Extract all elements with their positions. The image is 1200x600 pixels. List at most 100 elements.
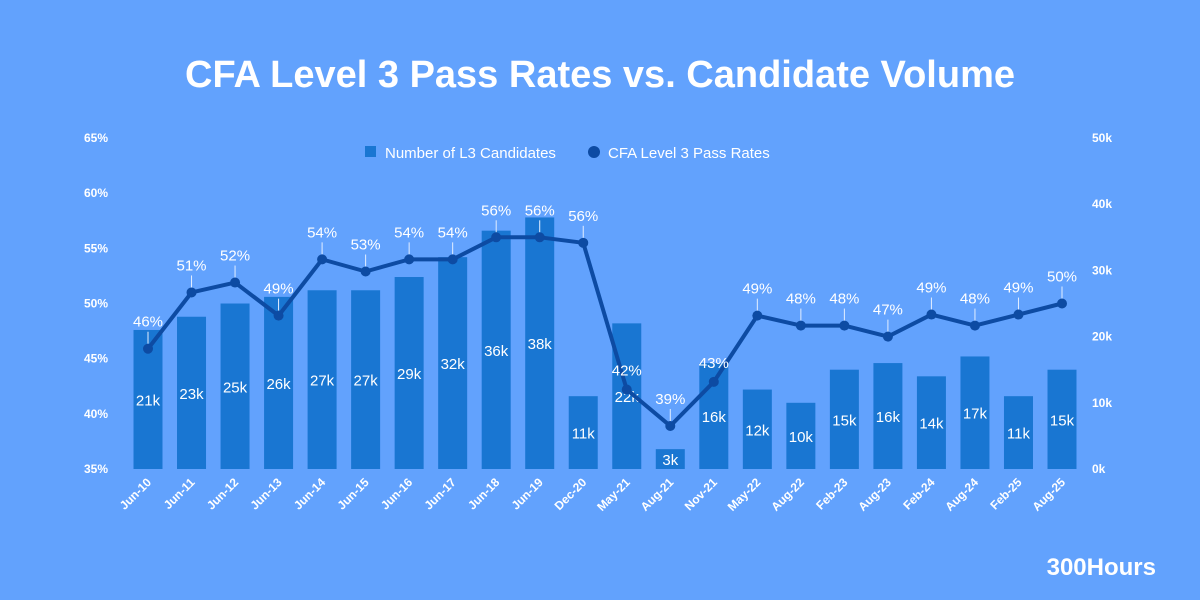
pass-rate-label: 43% bbox=[699, 355, 729, 372]
x-axis-tick: Aug-24 bbox=[942, 475, 981, 514]
pass-rate-label: 48% bbox=[960, 291, 990, 308]
bar-label: 25k bbox=[223, 379, 248, 396]
x-axis-tick: Jun-12 bbox=[204, 475, 241, 512]
pass-rate-point bbox=[752, 310, 763, 321]
bar bbox=[177, 316, 207, 469]
right-axis-tick: 20k bbox=[1092, 330, 1112, 344]
x-axis-tick: Nov-21 bbox=[682, 475, 720, 513]
bar bbox=[220, 303, 250, 469]
pass-rate-label: 56% bbox=[568, 208, 598, 225]
bar bbox=[916, 376, 946, 469]
bar-label: 27k bbox=[310, 373, 335, 390]
pass-rate-label: 49% bbox=[1003, 280, 1033, 297]
left-axis-tick: 40% bbox=[84, 407, 108, 421]
bar bbox=[873, 363, 903, 469]
bar-label: 23k bbox=[179, 386, 204, 403]
left-axis-tick: 50% bbox=[84, 297, 108, 311]
x-axis-tick: May-21 bbox=[594, 475, 633, 514]
bar-label: 15k bbox=[1050, 412, 1075, 429]
pass-rate-label: 48% bbox=[786, 291, 816, 308]
x-axis-tick: Aug-25 bbox=[1029, 475, 1068, 514]
x-axis-tick: Aug-22 bbox=[768, 475, 807, 514]
right-axis-tick: 40k bbox=[1092, 197, 1112, 211]
bar-label: 16k bbox=[876, 409, 901, 426]
pass-rate-point bbox=[143, 343, 153, 354]
bar bbox=[568, 396, 598, 469]
pass-rate-label: 51% bbox=[177, 257, 207, 274]
pass-rate-point bbox=[882, 331, 893, 342]
bar-label: 32k bbox=[441, 356, 466, 373]
x-axis-tick: Dec-20 bbox=[552, 475, 590, 513]
right-axis-tick: 30k bbox=[1092, 263, 1112, 277]
pass-rate-point bbox=[404, 254, 415, 265]
bar bbox=[655, 449, 685, 469]
pass-rate-label: 49% bbox=[742, 281, 772, 298]
x-axis-tick: Feb-24 bbox=[900, 475, 937, 512]
bar bbox=[351, 290, 381, 469]
x-axis-tick: Jun-14 bbox=[291, 475, 328, 512]
pass-rate-point bbox=[230, 277, 241, 288]
bar-label: 26k bbox=[266, 376, 291, 393]
pass-rate-point bbox=[795, 320, 806, 331]
x-axis-tick: May-22 bbox=[725, 475, 764, 514]
bar-label: 16k bbox=[702, 409, 727, 426]
bar-label: 21k bbox=[136, 392, 161, 409]
pass-rate-label: 54% bbox=[438, 224, 468, 241]
bar bbox=[394, 277, 424, 469]
bar bbox=[1047, 369, 1077, 469]
pass-rate-point bbox=[969, 320, 980, 331]
pass-rate-point bbox=[447, 254, 458, 265]
bar bbox=[481, 230, 511, 469]
x-axis-tick: Jun-13 bbox=[247, 475, 284, 512]
x-axis-tick: Aug-23 bbox=[855, 475, 894, 514]
x-axis-tick: Jun-11 bbox=[161, 475, 198, 512]
x-axis-tick: Jun-18 bbox=[465, 475, 502, 512]
chart-title: CFA Level 3 Pass Rates vs. Candidate Vol… bbox=[185, 54, 1015, 96]
left-axis-tick: 45% bbox=[84, 352, 108, 366]
bar-label: 38k bbox=[528, 336, 553, 353]
bar bbox=[525, 217, 555, 469]
pass-rate-label: 56% bbox=[481, 202, 511, 219]
bar bbox=[1003, 396, 1033, 469]
pass-rate-label: 52% bbox=[220, 248, 250, 265]
x-axis-tick: Jun-19 bbox=[509, 475, 546, 512]
bar bbox=[742, 389, 772, 469]
bar bbox=[960, 356, 990, 469]
pass-rate-label: 49% bbox=[916, 280, 946, 297]
left-axis-tick: 60% bbox=[84, 186, 108, 200]
bar bbox=[264, 296, 294, 469]
pass-rate-point bbox=[186, 287, 197, 298]
x-axis-tick: Feb-23 bbox=[813, 475, 850, 512]
right-axis-tick: 0k bbox=[1092, 462, 1106, 476]
right-axis-tick: 50k bbox=[1092, 131, 1112, 145]
pass-rate-label: 42% bbox=[612, 363, 642, 380]
pass-rate-point bbox=[317, 254, 328, 265]
pass-rate-label: 48% bbox=[829, 291, 859, 308]
bar-label: 36k bbox=[484, 343, 509, 360]
pass-rate-point bbox=[534, 232, 545, 243]
pass-rate-label: 49% bbox=[264, 281, 294, 298]
bar-label: 12k bbox=[745, 422, 770, 439]
bar-label: 27k bbox=[354, 373, 379, 390]
pass-rate-point bbox=[926, 309, 937, 320]
left-axis-tick: 35% bbox=[84, 462, 108, 476]
left-axis-tick: 65% bbox=[84, 131, 108, 145]
pass-rate-point bbox=[491, 232, 502, 243]
legend-line-swatch bbox=[588, 146, 600, 158]
pass-rate-label: 54% bbox=[307, 224, 337, 241]
left-axis-tick: 55% bbox=[84, 241, 108, 255]
pass-rate-point bbox=[1013, 309, 1024, 320]
bar bbox=[829, 369, 859, 469]
pass-rate-label: 56% bbox=[525, 202, 555, 219]
bar-label: 11k bbox=[1007, 426, 1031, 443]
pass-rate-line bbox=[146, 235, 1063, 428]
pass-rate-point bbox=[360, 266, 371, 277]
legend-bar-swatch bbox=[365, 146, 376, 157]
pass-rate-point bbox=[708, 376, 719, 387]
pass-rate-point bbox=[665, 420, 676, 431]
legend-label: CFA Level 3 Pass Rates bbox=[608, 145, 770, 162]
right-axis-tick: 10k bbox=[1092, 396, 1112, 410]
bar-label: 3k bbox=[662, 452, 678, 469]
bar-label: 11k bbox=[572, 426, 596, 443]
